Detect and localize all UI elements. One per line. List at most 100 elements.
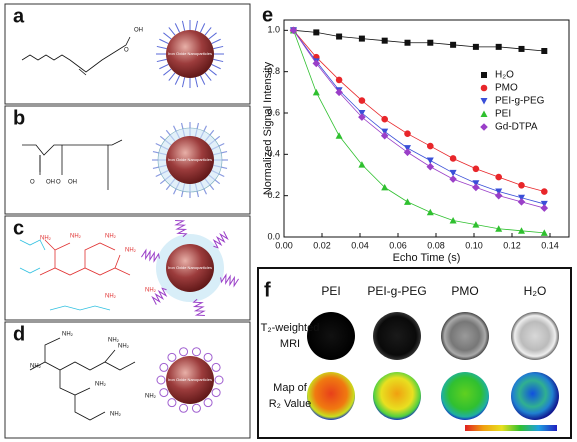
panel-label: e [262,4,273,26]
ligand [159,63,169,70]
y-tick-label: 0.8 [267,66,280,76]
marker [426,208,434,216]
ligand [163,68,172,76]
marker [449,155,457,162]
atom-label: OH [68,180,77,186]
structure-d [29,337,136,421]
ligand [199,75,206,85]
atom-label: NH₂ [70,234,82,240]
marker [404,198,411,205]
marker [312,59,321,68]
atom-label: NH₂ [105,234,117,240]
atom-label: NH₂ [118,344,130,350]
r2-map [441,372,489,420]
panel-label: f [264,279,271,301]
fit-line [293,30,545,234]
r2-map [307,372,355,420]
panel-label: d [13,323,25,345]
ligand [174,75,181,85]
marker [541,188,548,195]
ligand [167,352,177,362]
marker [404,145,411,152]
marker [540,204,549,212]
atom-label: NH₂ [145,394,157,400]
marker [380,131,389,140]
x-tick-label: 0.00 [275,240,293,250]
marker [518,182,525,189]
row-label: MRI [280,338,300,350]
fit-line [293,29,545,52]
mri-image [307,312,355,360]
atom-label: O [56,180,61,186]
y-tick-label: 0.2 [267,190,280,200]
x-tick-label: 0.14 [541,240,559,250]
ligand [214,375,224,385]
atom-label: NH₂ [110,412,122,418]
marker [358,35,365,42]
marker [540,200,548,208]
fit-line [293,30,545,205]
marker [449,169,457,177]
atom-label: NH₂ [30,364,42,370]
ligand [211,362,221,372]
marker [472,183,480,192]
ligand [179,403,189,413]
structure-c [39,239,131,276]
ligand [156,375,166,385]
row-label: R₂ Value [269,398,312,410]
marker [404,39,411,46]
x-tick-label: 0.12 [503,240,521,250]
atom-label: O [124,48,129,54]
atom-label: NH₂ [105,294,117,300]
marker [403,148,412,157]
x-tick-label: 0.08 [427,240,445,250]
marker [480,123,488,131]
marker [358,113,366,121]
marker [335,88,343,97]
marker [472,43,479,50]
atom-label: NH₂ [62,332,74,338]
marker [358,110,366,117]
peg-coil [192,298,206,316]
core-label: Iron Oxide Nanoparticles [168,51,212,56]
legend-label: PMO [495,83,518,94]
marker [480,84,488,92]
x-axis-label: Echo Time (s) [393,252,461,264]
nanoparticle: Iron Oxide Nanoparticles [156,347,224,413]
ligand [181,20,186,31]
marker [426,162,435,171]
structure-b [22,139,123,156]
atom-label: NH₂ [95,382,107,388]
ligand [203,398,213,408]
r2-map [511,372,559,420]
ligand [163,32,172,40]
legend-label: Gd-DTPA [495,122,538,133]
marker [335,76,343,84]
atom-label: NH₂ [40,236,52,242]
marker [381,128,389,136]
ligand [194,77,199,88]
marker [495,225,503,232]
marker [450,41,457,48]
double-bond [78,68,87,76]
y-axis-label: Normalized Signal Intensity [262,61,274,195]
marker [336,33,343,40]
ligand [208,68,217,76]
peg-coil [174,220,188,238]
x-tick-label: 0.02 [313,240,331,250]
panel-label: a [13,5,25,27]
atom-label: NH₂ [125,248,137,254]
marker [481,72,487,78]
core-label: Iron Oxide Nanoparticles [168,157,212,162]
ligand [211,388,221,398]
x-tick-label: 0.10 [465,240,483,250]
ligand [179,347,189,357]
marker [495,173,503,181]
atom-label: OH [134,28,143,34]
x-tick-label: 0.06 [389,240,407,250]
marker [313,29,320,36]
marker [289,26,298,35]
y-tick-label: 0.6 [267,107,280,117]
legend-label: PEI [495,109,511,120]
